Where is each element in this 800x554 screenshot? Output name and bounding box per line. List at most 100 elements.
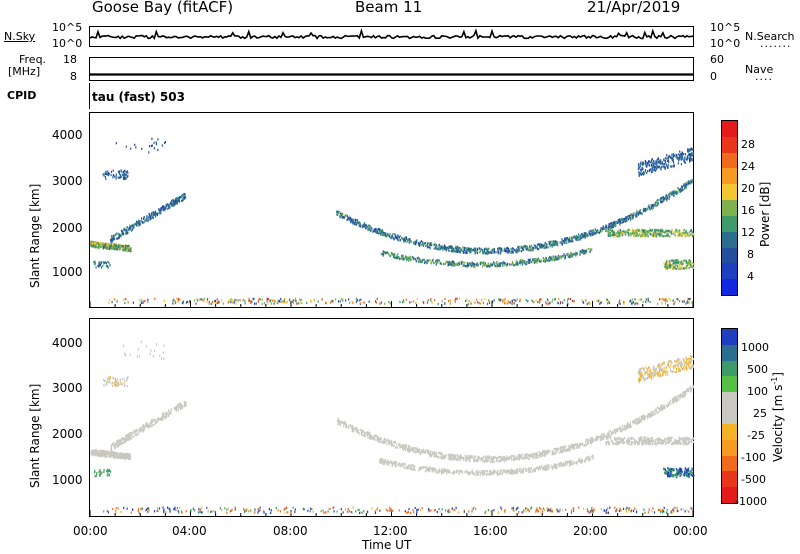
power-echo-cell: [114, 247, 117, 250]
power-echo-cell: [624, 218, 626, 221]
velocity-echo-cell: [432, 452, 434, 456]
power-echo-cell: [655, 232, 657, 235]
power-echo-cell: [448, 249, 450, 252]
power-ytick-1000: 1000: [52, 265, 83, 279]
power-echo-cell: [679, 299, 681, 303]
power-echo-cell: [298, 298, 300, 301]
velocity-echo-cell: [120, 382, 122, 385]
power-echo-cell: [448, 245, 450, 249]
power-echo-cell: [409, 257, 411, 260]
power-echo-cell: [126, 175, 128, 179]
power-echo-cell: [666, 234, 668, 237]
power-echo-cell: [121, 174, 124, 177]
velocity-echo-cell: [92, 454, 94, 457]
velocity-echo-cell: [135, 428, 138, 431]
power-echo-cell: [606, 224, 608, 227]
nave-dots: ····: [755, 73, 773, 86]
velocity-echo-cell: [533, 452, 535, 455]
velocity-echo-cell: [676, 399, 678, 402]
power-echo-cell: [661, 161, 664, 164]
velocity-echo-cell: [617, 428, 619, 432]
power-echo-cell: [686, 181, 688, 184]
power-echo-cell: [129, 246, 131, 249]
power-echo-cell: [496, 261, 498, 264]
velocity-echo-cell: [562, 446, 564, 449]
velocity-echo-cell: [128, 437, 130, 440]
velocity-echo-cell: [501, 459, 503, 462]
power-echo-cell: [453, 250, 455, 253]
power-echo-cell: [195, 302, 197, 305]
velocity-echo-cell: [597, 435, 599, 439]
power-echo-cell: [670, 165, 672, 168]
power-echo-cell: [519, 262, 522, 265]
power-echo-cell: [672, 190, 675, 194]
power-echo-cell: [690, 153, 692, 156]
power-echo-cell: [638, 165, 640, 168]
power-echo-cell: [648, 231, 651, 234]
power-echo-cell: [665, 196, 667, 199]
power-echo-cell: [665, 259, 668, 263]
power-echo-cell: [623, 218, 625, 221]
velocity-echo-cell: [429, 453, 431, 457]
power-echo-cell: [406, 240, 408, 243]
velocity-echo-cell: [148, 426, 150, 429]
power-echo-cell: [166, 207, 169, 210]
velocity-echo-cell: [588, 438, 590, 441]
power-echo-cell: [647, 170, 649, 173]
power-echo-cell: [128, 249, 130, 252]
power-echo-cell: [550, 256, 552, 259]
power-echo-cell: [396, 237, 398, 240]
power-echo-cell: [671, 154, 673, 157]
power-echo-cell: [637, 228, 639, 231]
power-echo-cell: [124, 227, 126, 230]
power-echo-cell: [678, 229, 680, 232]
power-echo-cell: [692, 232, 694, 235]
power-echo-cell: [688, 180, 690, 183]
power-echo-cell: [593, 232, 595, 235]
velocity-echo-cell: [129, 432, 131, 435]
velocity-echo-cell: [385, 440, 387, 443]
velocity-echo-cell: [521, 453, 523, 456]
power-echo-cell: [665, 197, 667, 200]
power-echo-cell: [125, 232, 127, 235]
power-echo-cell: [655, 169, 657, 172]
power-echo-cell: [640, 168, 642, 171]
power-echo-cell: [656, 203, 658, 206]
power-echo-cell: [648, 169, 651, 172]
power-echo-cell: [648, 230, 650, 233]
power-echo-cell: [491, 264, 493, 267]
power-echo-cell: [672, 159, 674, 162]
power-echo-cell: [643, 209, 645, 212]
velocity-echo-cell: [409, 450, 411, 453]
power-echo-cell: [343, 216, 346, 219]
power-echo-cell: [521, 263, 523, 266]
power-echo-cell: [631, 228, 633, 231]
power-echo-cell: [643, 209, 645, 212]
power-echo-cell: [472, 249, 474, 252]
power-echo-cell: [627, 232, 629, 235]
power-echo-cell: [684, 233, 686, 237]
power-echo-cell: [468, 263, 470, 267]
power-echo-cell: [655, 233, 658, 236]
power-echo-cell: [441, 245, 443, 248]
power-echo-cell: [635, 234, 637, 238]
velocity-echo-cell: [153, 423, 155, 426]
power-echo-cell: [135, 146, 137, 149]
power-echo-cell: [549, 242, 552, 245]
power-echo-cell: [567, 253, 569, 257]
power-echo-cell: [385, 234, 387, 238]
power-echo-cell: [378, 227, 380, 231]
power-echo-cell: [407, 259, 409, 262]
velocity-echo-cell: [123, 438, 125, 441]
velocity-echo-cell: [351, 425, 353, 429]
power-echo-cell: [530, 244, 532, 247]
power-echo-cell: [479, 261, 481, 264]
power-echo-cell: [533, 258, 535, 261]
power-echo-cell: [109, 245, 111, 248]
power-echo-cell: [93, 242, 95, 245]
power-echo-cell: [154, 211, 157, 214]
power-echo-cell: [391, 235, 393, 238]
power-echo-cell: [183, 193, 185, 196]
power-echo-cell: [677, 162, 679, 165]
